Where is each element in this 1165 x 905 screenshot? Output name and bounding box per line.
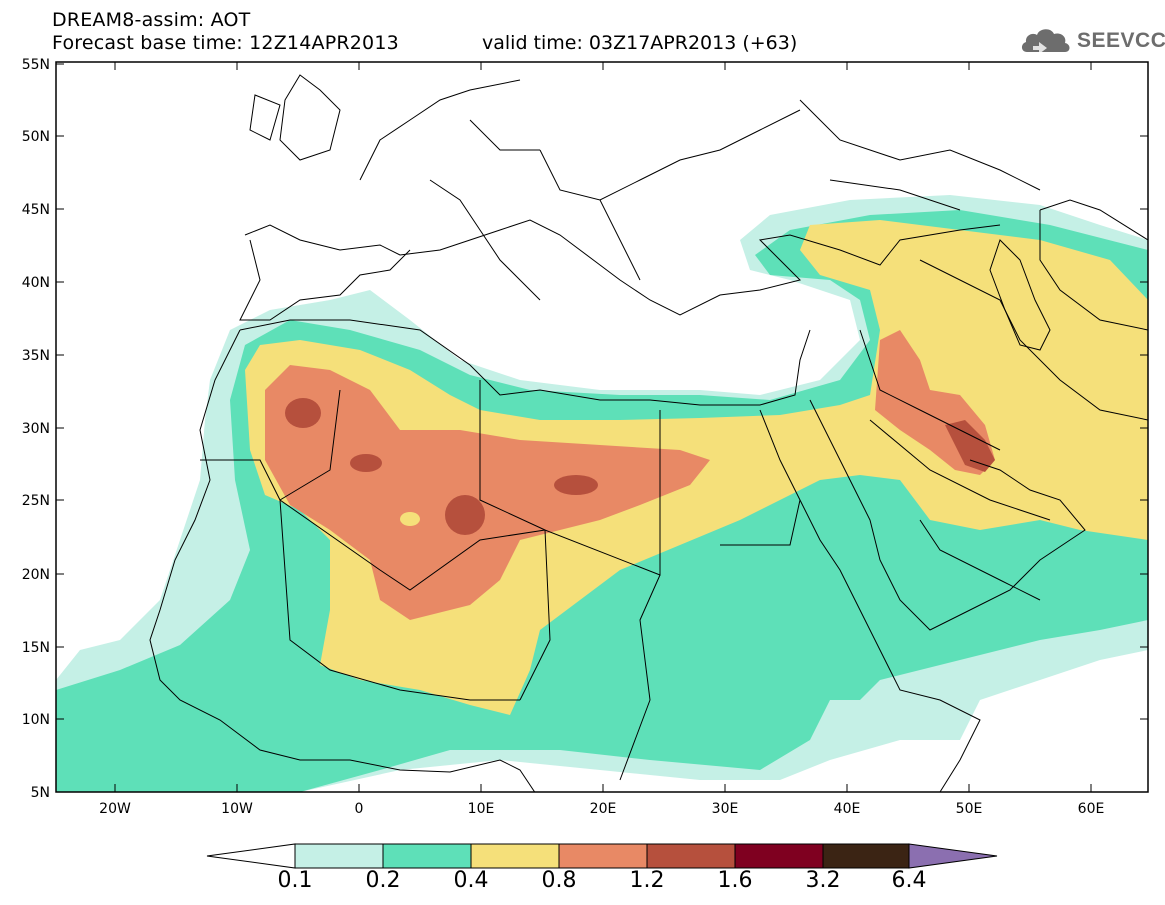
aot-max-4 [554, 475, 598, 495]
colorbar-label: 3.2 [805, 868, 841, 893]
colorbar-cell [294, 843, 384, 869]
colorbar-label: 0.1 [277, 868, 313, 893]
coastlines [149, 74, 1148, 792]
colorbar-label: 1.2 [629, 868, 665, 893]
plot-frame [55, 61, 1149, 793]
map-title: DREAM8-assim: AOT [52, 9, 251, 31]
lat-label: 10N [22, 712, 50, 728]
lat-axis [56, 63, 1148, 720]
aot-max-5 [945, 420, 995, 472]
lon-label: 40E [834, 801, 861, 817]
colorbar-labels: 0.1 0.2 0.4 0.8 1.2 1.6 3.2 6.4 [0, 868, 1165, 898]
colorbar-high-arrow [908, 843, 998, 869]
lon-label: 10E [468, 801, 495, 817]
colorbar [206, 843, 998, 869]
lat-label: 15N [22, 640, 50, 656]
lat-label: 45N [22, 202, 50, 218]
aot-gap [400, 512, 420, 526]
colorbar-label: 0.2 [365, 868, 401, 893]
lon-axis [114, 62, 1092, 792]
lat-label: 50N [22, 129, 50, 145]
colorbar-label: 0.8 [541, 868, 577, 893]
lat-label: 40N [22, 275, 50, 291]
aot-max-3 [445, 495, 485, 535]
seevccc-logo: SEEVCCC [1015, 24, 1165, 56]
colorbar-label: 1.6 [717, 868, 753, 893]
colorbar-cell [646, 843, 736, 869]
aot-region-0.8 [265, 365, 710, 620]
lon-label: 20E [590, 801, 617, 817]
lon-label: 0 [355, 801, 364, 817]
forecast-base-time: Forecast base time: 12Z14APR2013 [52, 32, 399, 54]
colorbar-cell [382, 843, 472, 869]
lon-label: 20W [99, 801, 131, 817]
lat-label: 35N [22, 348, 50, 364]
aot-max-1 [285, 398, 321, 428]
colorbar-cell [558, 843, 648, 869]
lat-label: 5N [31, 785, 50, 801]
lon-label: 30E [712, 801, 739, 817]
lat-label: 30N [22, 421, 50, 437]
lon-label: 50E [956, 801, 983, 817]
colorbar-label: 0.4 [453, 868, 489, 893]
colorbar-cell [470, 843, 560, 869]
colorbar-label: 6.4 [891, 868, 927, 893]
colorbar-cell [822, 843, 910, 869]
lon-label: 10W [221, 801, 253, 817]
lat-label: 25N [22, 493, 50, 509]
cloud-logo-icon [1021, 29, 1070, 54]
valid-time: valid time: 03Z17APR2013 (+63) [482, 32, 798, 54]
lat-label: 20N [22, 567, 50, 583]
logo-text: SEEVCCC [1077, 29, 1165, 52]
lon-label: 60E [1078, 801, 1105, 817]
colorbar-low-arrow [206, 843, 296, 869]
lat-label: 55N [22, 57, 50, 73]
colorbar-cell [734, 843, 824, 869]
aot-max-2 [350, 454, 382, 472]
